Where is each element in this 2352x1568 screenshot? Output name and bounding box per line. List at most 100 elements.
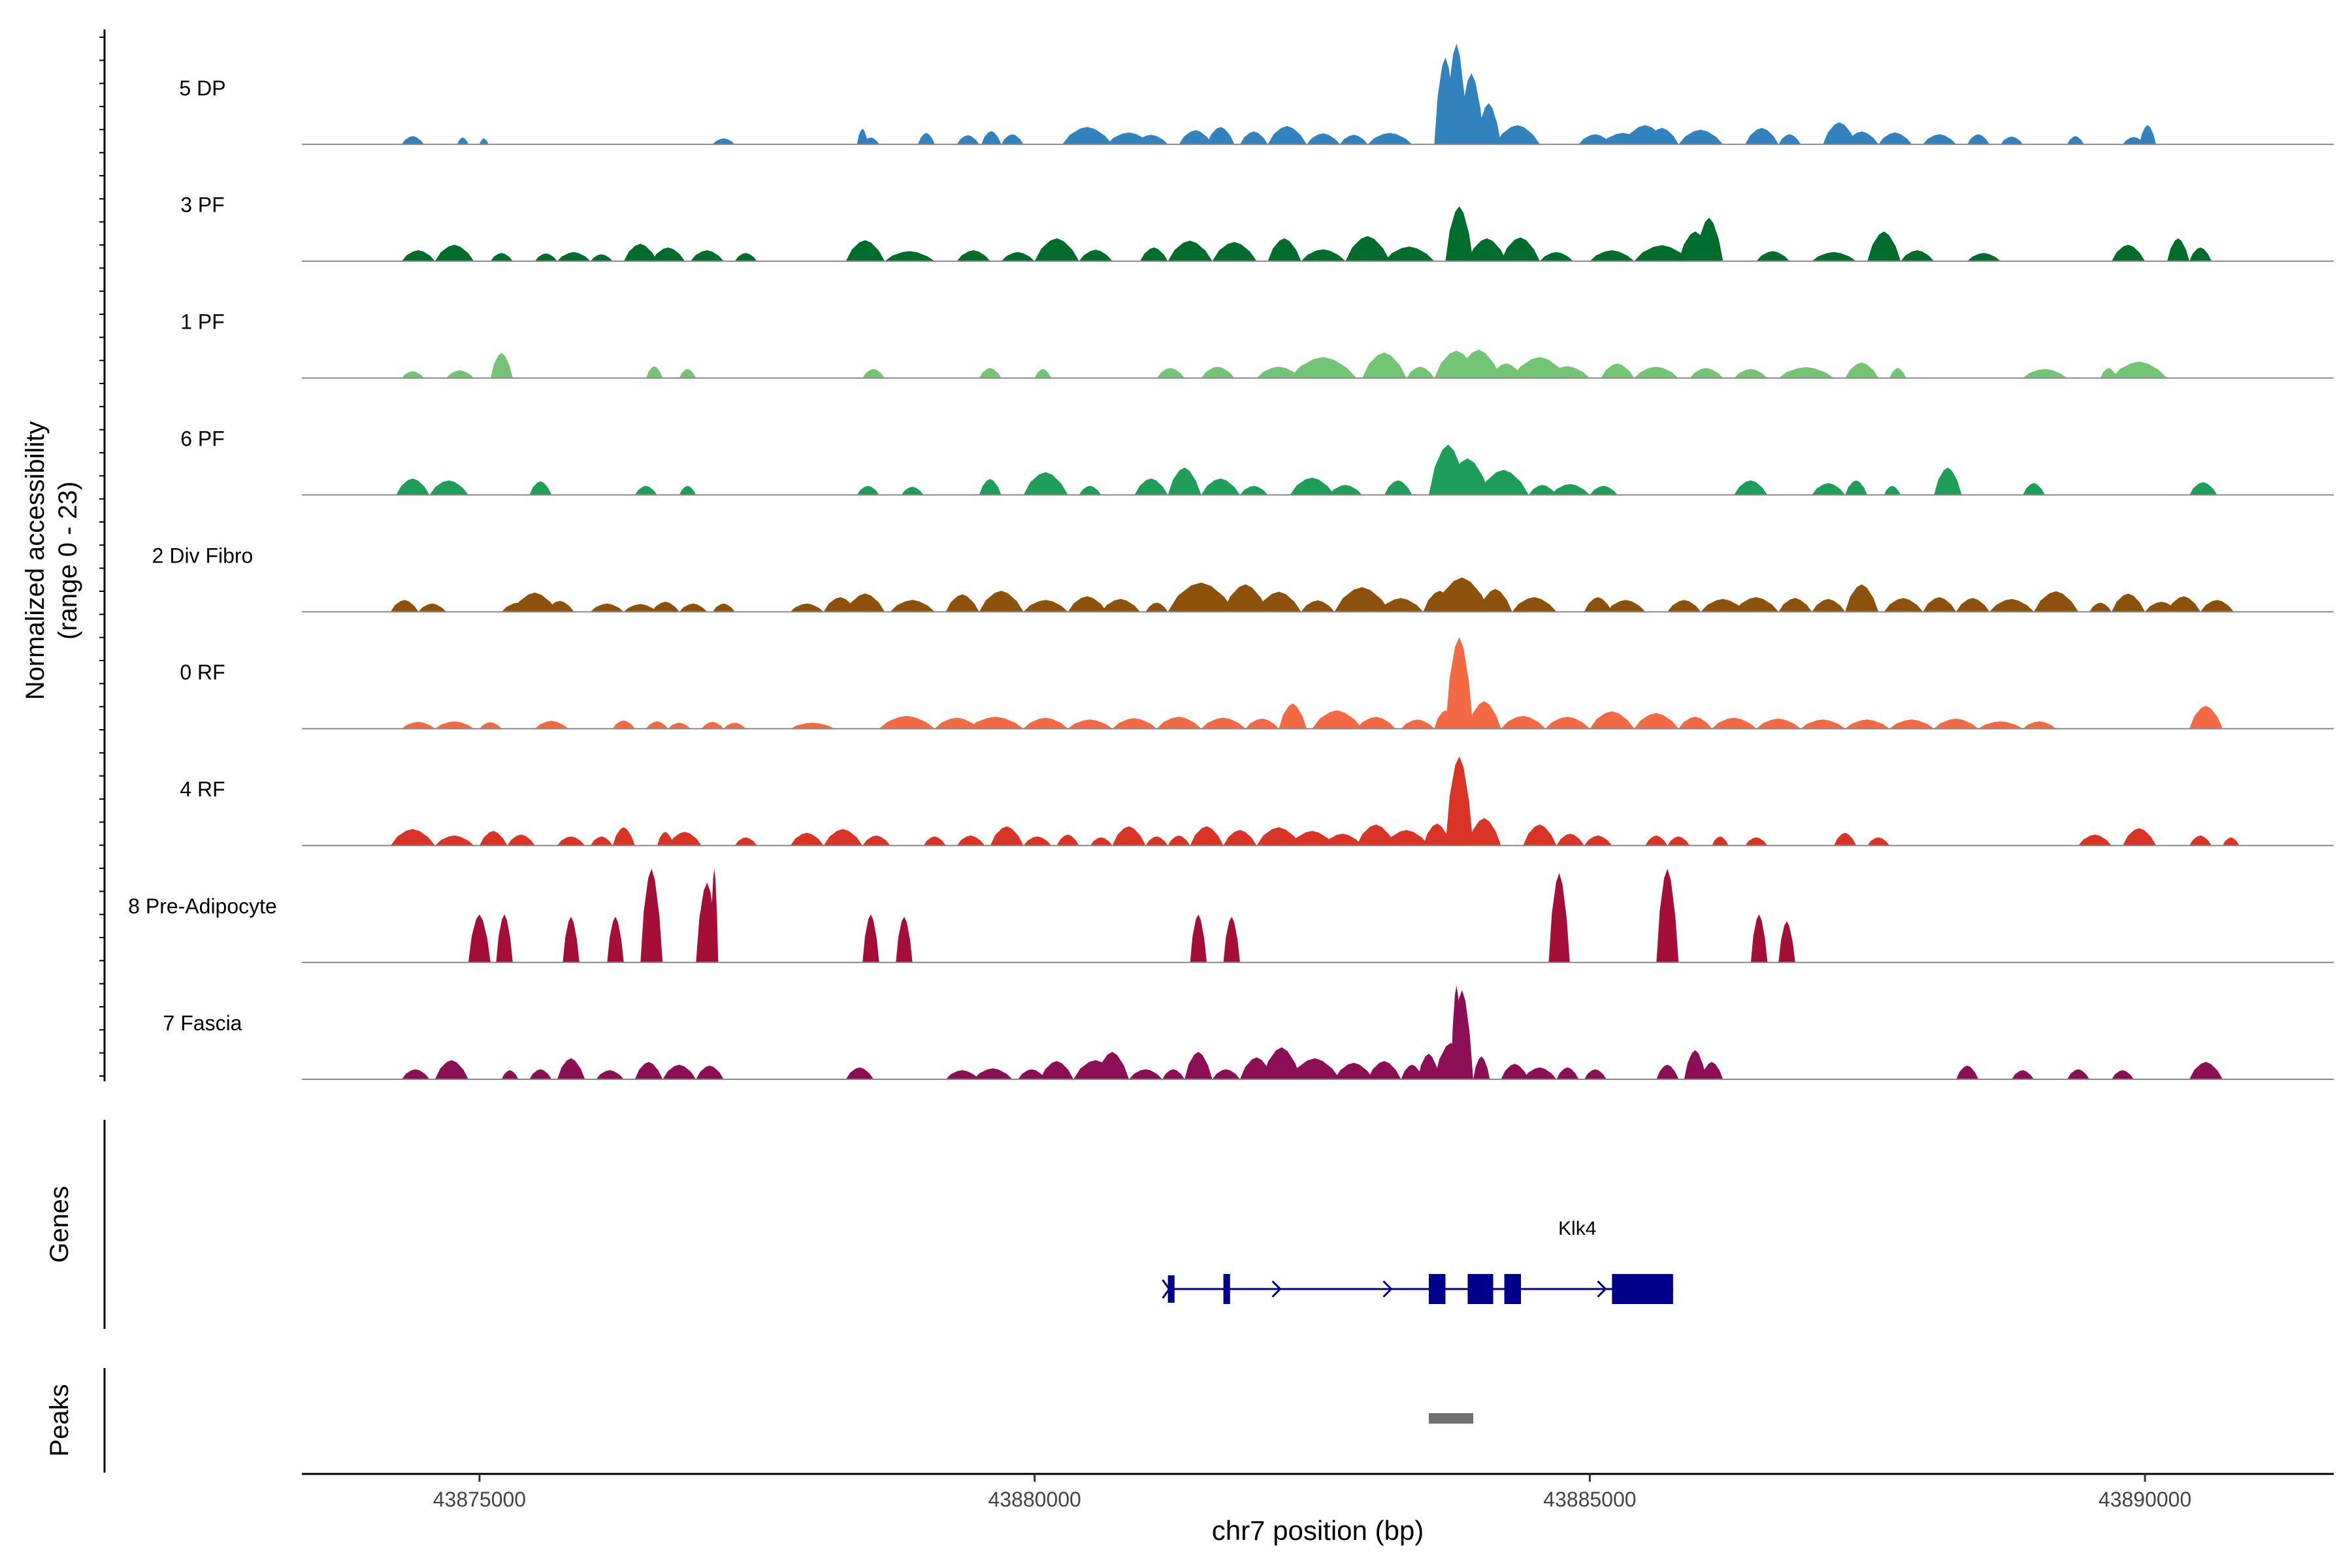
coverage-peak (1745, 837, 1768, 846)
coverage-peak (2112, 361, 2168, 378)
coverage-peak (1901, 250, 1935, 261)
coverage-peak (1967, 253, 2001, 261)
coverage-peak (1345, 236, 1390, 261)
x-axis-title: chr7 position (bp) (1212, 1515, 1424, 1546)
coverage-peak (1884, 598, 1923, 612)
coverage-peak (790, 832, 824, 846)
coverage-peak (734, 837, 757, 846)
coverage-peak (434, 244, 474, 261)
coverage-peak (1590, 711, 1635, 729)
gene-strand-arrow (1597, 1280, 1607, 1298)
coverage-peak (679, 485, 696, 495)
track-label-2-div-fibro: 2 Div Fibro (152, 544, 253, 567)
coverage-peak (1134, 478, 1168, 495)
coverage-peak (640, 868, 663, 963)
coverage-peak (945, 1070, 979, 1079)
coverage-peak (862, 835, 890, 846)
gene-exon (1467, 1274, 1494, 1304)
track-3-pf: 3 PF (180, 193, 2334, 262)
coverage-peak (402, 136, 424, 144)
coverage-peak (1934, 718, 1979, 729)
coverage-peak (2189, 247, 2212, 261)
coverage-peak (402, 1069, 430, 1079)
coverage-peak (845, 593, 885, 612)
coverage-peak (890, 600, 935, 612)
coverage-peak (434, 835, 474, 846)
coverage-peak (2200, 600, 2234, 612)
coverage-peak (1467, 701, 1501, 729)
coverage-peak (1601, 363, 1635, 378)
coverage-peak (490, 353, 513, 378)
coverage-peak (1312, 710, 1362, 729)
coverage-peak (529, 1069, 552, 1079)
coverage-peak (446, 370, 474, 378)
coverage-peak (434, 721, 474, 729)
coverage-peak (634, 485, 657, 495)
gene-exon (1612, 1274, 1673, 1304)
coverage-peak (1145, 602, 1168, 612)
coverage-peak (712, 138, 735, 144)
coverage-peak (956, 250, 990, 261)
coverage-peak (1290, 478, 1335, 495)
coverage-peak (1495, 125, 1540, 144)
coverage-peak (1034, 368, 1052, 378)
coverage-peak (1240, 485, 1268, 495)
coverage-peak (1162, 1069, 1185, 1079)
peaks-panel: Peaks (45, 1368, 1473, 1473)
coverage-peak (1156, 368, 1185, 378)
track-label-6-pf: 6 PF (180, 427, 225, 450)
coverage-peak (479, 722, 502, 729)
track-7-fascia: 7 Fascia (163, 985, 2334, 1080)
coverage-peak (1501, 715, 1546, 729)
coverage-peak (534, 721, 568, 729)
coverage-peak (1734, 597, 1779, 612)
coverage-peak (1267, 125, 1307, 144)
coverage-peak (918, 133, 935, 144)
coverage-peak (879, 715, 935, 729)
coverage-peak (973, 1068, 1013, 1079)
coverage-peak (701, 721, 724, 729)
coverage-peak (1290, 830, 1335, 846)
coverage-peak (857, 485, 879, 495)
coverage-peak (623, 244, 657, 261)
coverage-peak (1690, 368, 1723, 378)
coverage-peak (607, 917, 624, 963)
coverage-peak (990, 826, 1024, 846)
coverage-peak (1550, 483, 1590, 495)
coverage-peak (1845, 719, 1890, 729)
coverage-peak (1040, 1061, 1074, 1079)
peak-regions (1428, 1413, 1473, 1424)
coverage-peak (1678, 717, 1712, 729)
coverage-peak (1190, 914, 1207, 963)
coverage-peak (1256, 367, 1301, 378)
gene-exon (1223, 1274, 1230, 1304)
coverage-peak (1778, 134, 1801, 144)
coverage-peak (1001, 252, 1035, 261)
coverage-peak (1334, 1062, 1373, 1079)
peak-region (1428, 1413, 1473, 1424)
coverage-peak (1978, 721, 2023, 729)
coverage-peak (1023, 600, 1068, 612)
coverage-peak (1590, 250, 1635, 261)
gene-exon (1168, 1275, 1175, 1303)
coverage-peak (979, 479, 1002, 495)
coverage-peak (1734, 368, 1768, 378)
coverage-peak (1812, 483, 1846, 495)
coverage-peak (1756, 251, 1790, 261)
coverage-peak (668, 832, 702, 846)
coverage-peak (981, 131, 1002, 144)
coverage-peak (1467, 238, 1507, 261)
coverage-peak (402, 721, 435, 729)
coverage-peak (1212, 1069, 1240, 1079)
coverage-peak (723, 723, 746, 729)
coverage-peak (1112, 826, 1146, 846)
coverage-peak (901, 487, 924, 495)
coverage-peak (845, 1067, 874, 1079)
coverage-peak (402, 371, 424, 378)
coverage-peak (1501, 1064, 1529, 1079)
coverage-peak (590, 603, 624, 612)
coverage-peak (1062, 127, 1113, 144)
coverage-peak (1323, 834, 1362, 846)
